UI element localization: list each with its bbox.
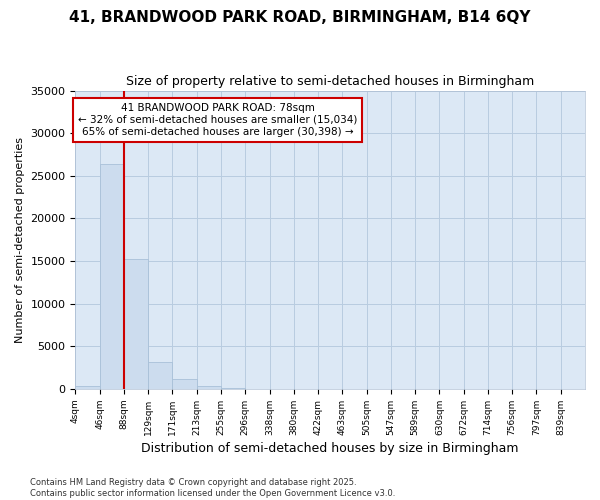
Bar	[148, 362, 172, 389]
Y-axis label: Number of semi-detached properties: Number of semi-detached properties	[15, 137, 25, 343]
Bar	[100, 164, 124, 389]
Bar	[76, 386, 100, 389]
Text: 41 BRANDWOOD PARK ROAD: 78sqm
← 32% of semi-detached houses are smaller (15,034): 41 BRANDWOOD PARK ROAD: 78sqm ← 32% of s…	[78, 104, 357, 136]
Text: Contains HM Land Registry data © Crown copyright and database right 2025.
Contai: Contains HM Land Registry data © Crown c…	[30, 478, 395, 498]
Text: 41, BRANDWOOD PARK ROAD, BIRMINGHAM, B14 6QY: 41, BRANDWOOD PARK ROAD, BIRMINGHAM, B14…	[69, 10, 531, 25]
Bar	[172, 378, 197, 389]
Bar	[124, 260, 148, 389]
Bar	[221, 388, 245, 389]
Bar	[197, 386, 221, 389]
X-axis label: Distribution of semi-detached houses by size in Birmingham: Distribution of semi-detached houses by …	[142, 442, 519, 455]
Title: Size of property relative to semi-detached houses in Birmingham: Size of property relative to semi-detach…	[126, 75, 535, 88]
